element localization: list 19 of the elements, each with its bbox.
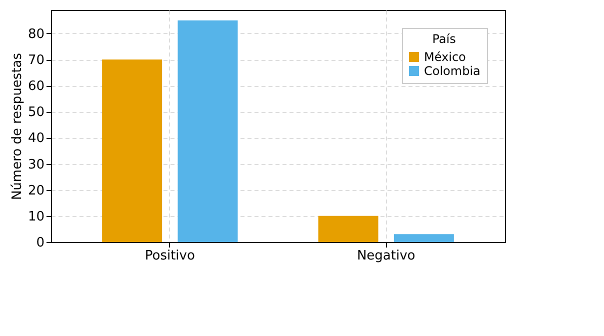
legend-label: México: [424, 50, 466, 64]
y-tick-label: 80: [28, 26, 44, 42]
y-tick-label: 70: [28, 53, 44, 68]
bar: [102, 60, 162, 242]
y-tick-label: 40: [28, 131, 44, 146]
bar: [394, 234, 454, 242]
y-tick-label: 10: [28, 209, 44, 224]
x-tick-label: Negativo: [356, 248, 416, 264]
bar: [318, 216, 378, 242]
y-tick-label: 20: [28, 183, 44, 198]
y-tick-label: 0: [36, 236, 44, 250]
legend-label: Colombia: [424, 64, 480, 78]
x-tick-label: Positivo: [144, 248, 195, 264]
y-tick-label: 60: [28, 79, 44, 94]
legend-title: País: [432, 32, 456, 46]
y-tick-label: 30: [28, 157, 44, 172]
bar: [178, 20, 238, 242]
y-tick-label: 50: [28, 105, 44, 120]
y-axis-title: Número de respuestas: [10, 52, 25, 200]
